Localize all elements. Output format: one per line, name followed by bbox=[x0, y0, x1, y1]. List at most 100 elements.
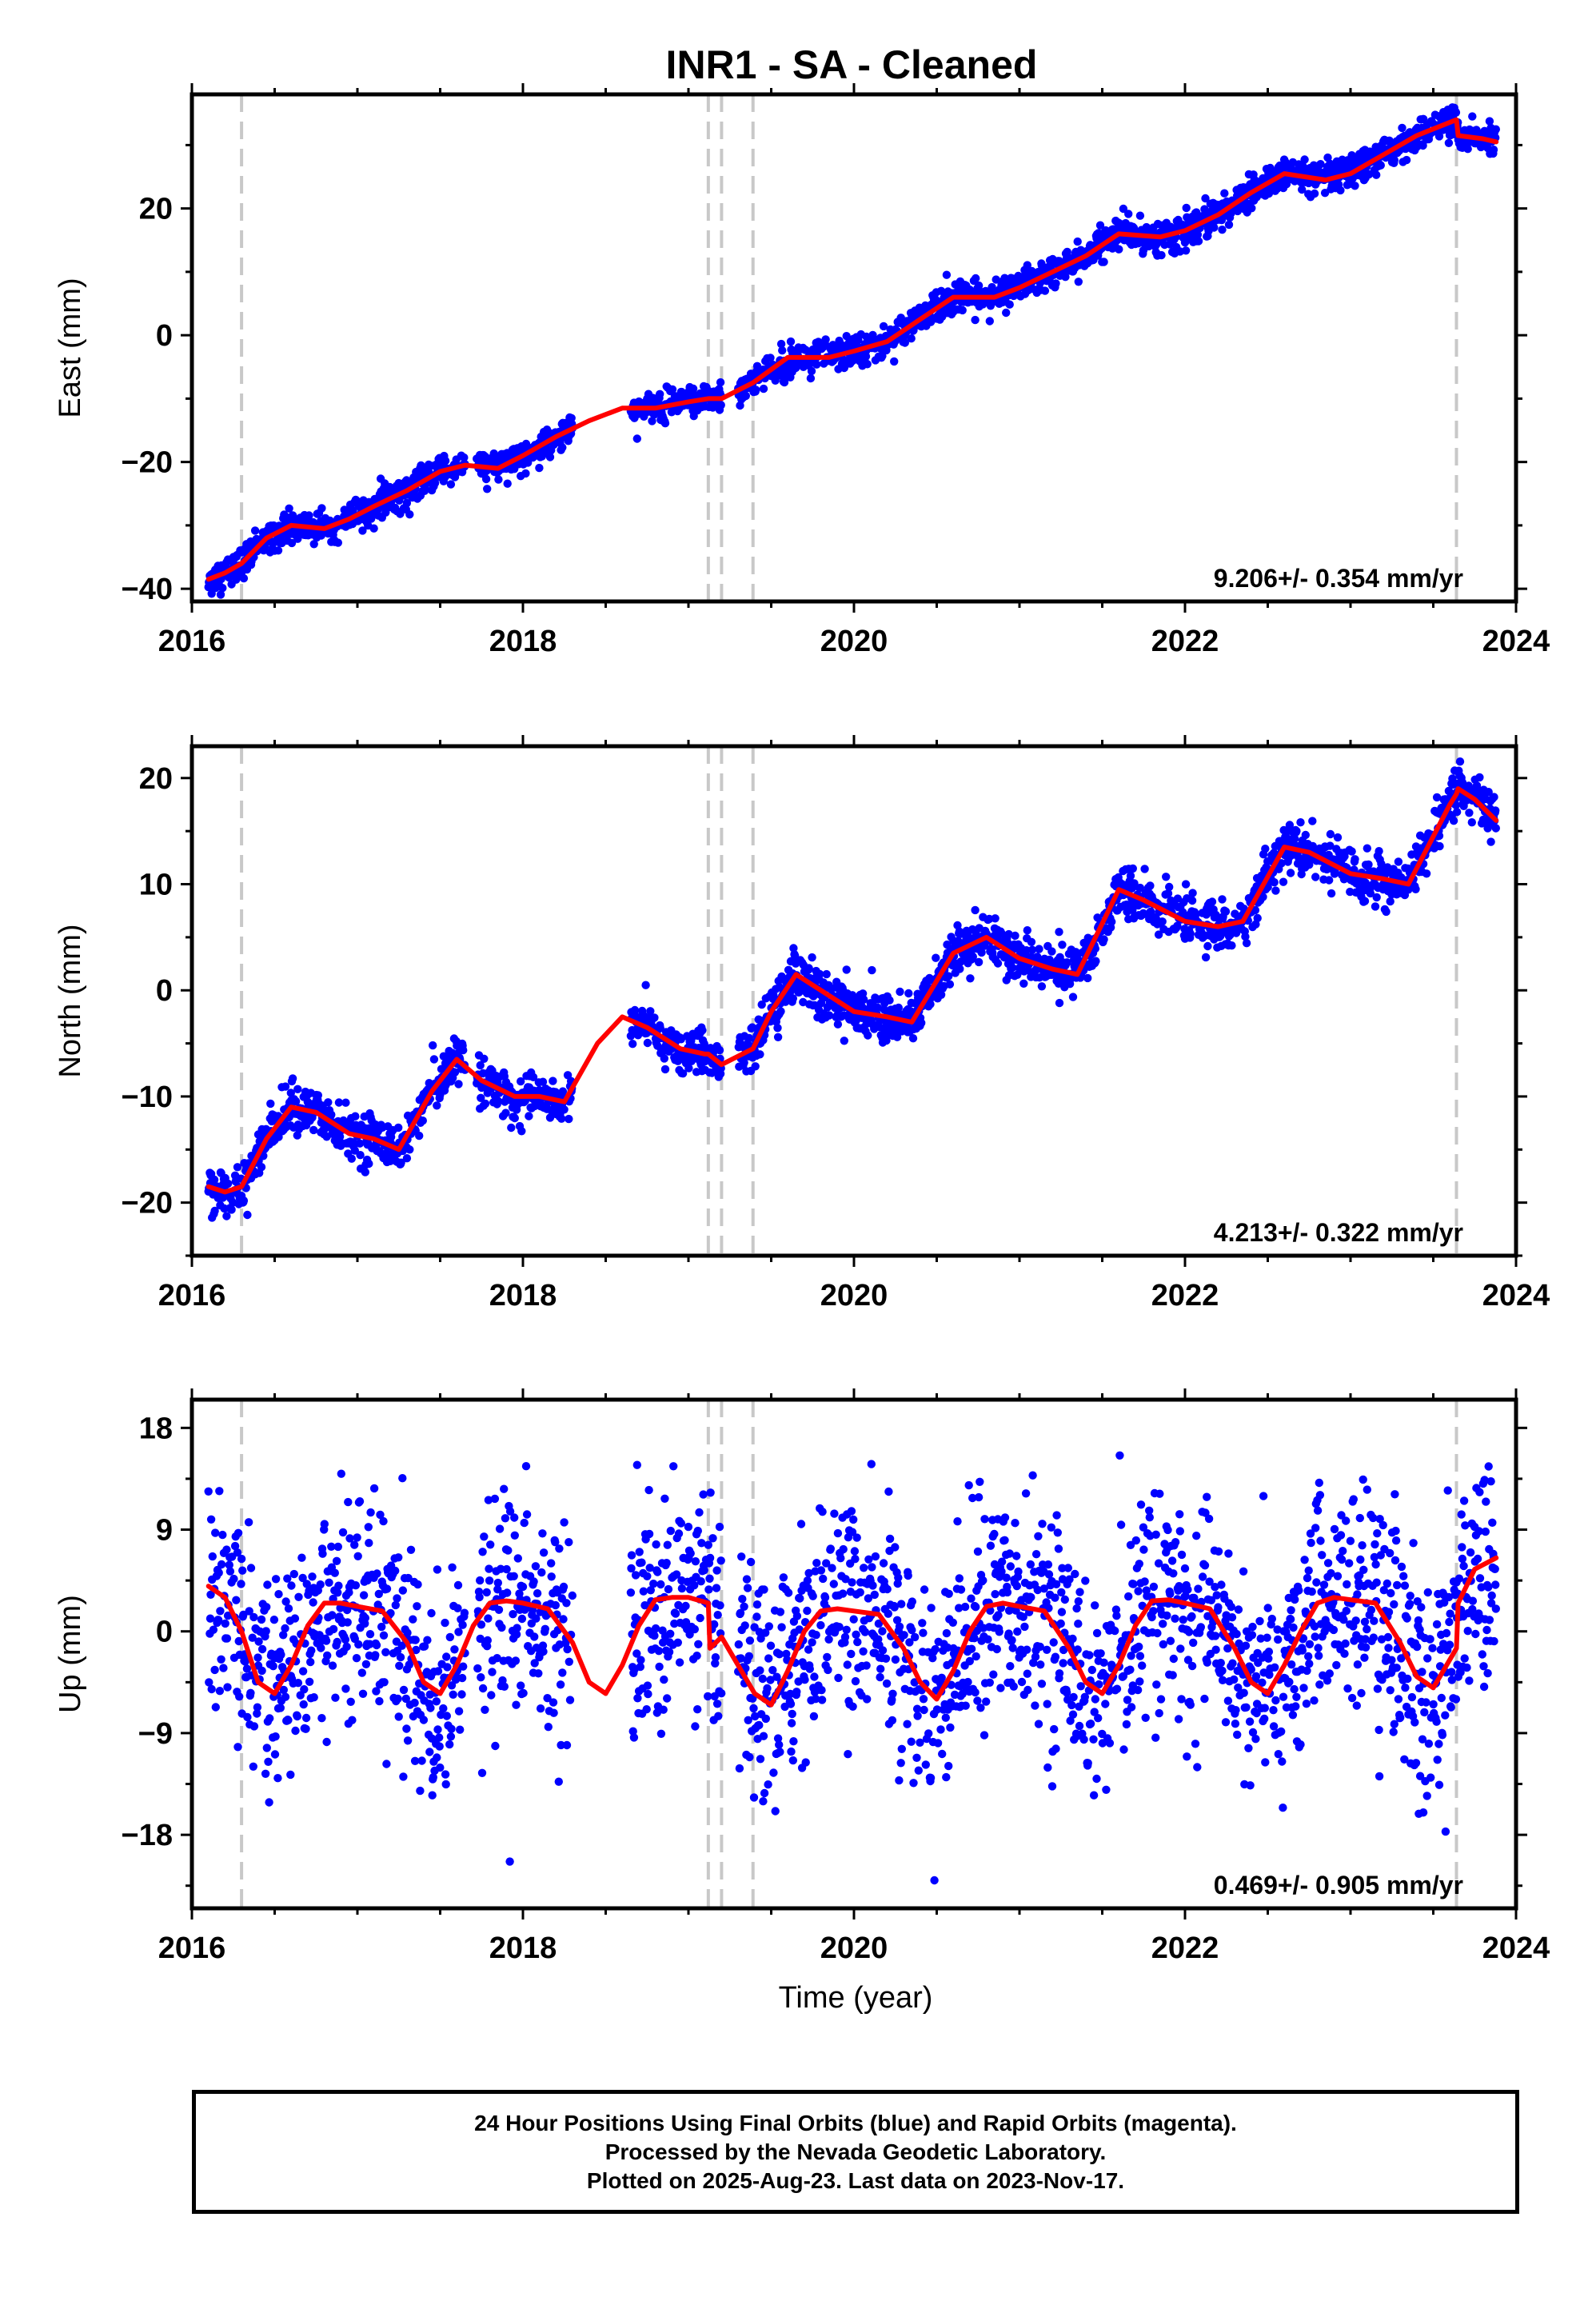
observation-point bbox=[480, 1532, 489, 1541]
observation-point bbox=[1333, 833, 1343, 842]
observation-point bbox=[447, 1681, 457, 1690]
observation-point bbox=[1007, 963, 1017, 973]
observation-point bbox=[206, 1515, 216, 1524]
observation-point bbox=[861, 352, 871, 361]
observation-point bbox=[271, 1575, 281, 1584]
observation-point bbox=[334, 1581, 343, 1590]
observation-point bbox=[807, 366, 816, 376]
observation-point bbox=[233, 1163, 242, 1172]
observation-point bbox=[477, 1093, 485, 1103]
observation-point bbox=[991, 914, 999, 923]
observation-point bbox=[549, 1077, 557, 1085]
observation-point bbox=[1193, 230, 1203, 239]
observation-point bbox=[237, 1554, 246, 1564]
observation-point bbox=[985, 317, 995, 326]
observation-point bbox=[210, 1665, 219, 1675]
observation-point bbox=[815, 969, 824, 979]
y-axis-label: North (mm) bbox=[54, 924, 87, 1077]
observation-point bbox=[428, 1791, 437, 1800]
observation-point bbox=[358, 1689, 368, 1698]
observation-point bbox=[795, 988, 804, 997]
observation-point bbox=[209, 1175, 219, 1184]
observation-point bbox=[219, 1664, 228, 1672]
observation-point bbox=[317, 1644, 325, 1652]
observation-point bbox=[560, 1105, 569, 1114]
observation-point bbox=[904, 989, 913, 998]
observation-point bbox=[756, 1050, 764, 1059]
observation-point bbox=[239, 1610, 248, 1620]
observation-point bbox=[1247, 204, 1256, 213]
observation-point bbox=[441, 1780, 450, 1789]
observation-point bbox=[379, 1516, 388, 1526]
observation-point bbox=[293, 1712, 301, 1721]
x-tick-label: 2020 bbox=[820, 1279, 888, 1312]
observation-point bbox=[879, 322, 888, 331]
observation-point bbox=[457, 1690, 466, 1699]
observation-point bbox=[1047, 947, 1056, 956]
observation-point bbox=[271, 1732, 280, 1741]
observation-point bbox=[892, 1033, 902, 1041]
observation-point bbox=[1382, 907, 1391, 917]
observation-point bbox=[1366, 889, 1375, 898]
observation-point bbox=[429, 1041, 437, 1050]
observation-point bbox=[1058, 941, 1067, 949]
observation-point bbox=[790, 951, 800, 961]
observation-point bbox=[361, 1660, 371, 1668]
observation-point bbox=[341, 1098, 350, 1107]
observation-point bbox=[281, 1624, 289, 1633]
observation-point bbox=[365, 1159, 373, 1168]
observation-point bbox=[478, 1548, 487, 1556]
observation-point bbox=[365, 1630, 375, 1639]
observation-point bbox=[412, 1645, 421, 1655]
observation-point bbox=[262, 1744, 271, 1752]
observation-point bbox=[301, 1724, 310, 1733]
observation-point bbox=[1068, 993, 1078, 1001]
observation-point bbox=[442, 1652, 451, 1661]
observation-point bbox=[776, 339, 786, 349]
observation-point bbox=[488, 1668, 497, 1676]
observation-point bbox=[494, 475, 503, 484]
observation-point bbox=[445, 1632, 454, 1642]
observation-point bbox=[971, 315, 980, 325]
observation-point bbox=[380, 1678, 389, 1687]
plot-area bbox=[204, 1400, 1501, 1908]
observation-point bbox=[1063, 958, 1071, 967]
observation-series bbox=[204, 757, 1501, 1222]
observation-point bbox=[372, 1687, 381, 1696]
y-tick-label: −20 bbox=[122, 1187, 173, 1220]
observation-point bbox=[493, 1654, 501, 1663]
observation-point bbox=[396, 1652, 405, 1662]
observation-point bbox=[413, 1602, 421, 1611]
observation-point bbox=[270, 1750, 280, 1759]
observation-point bbox=[992, 275, 1000, 284]
observation-point bbox=[276, 1704, 285, 1712]
observation-point bbox=[824, 1011, 834, 1020]
observation-point bbox=[391, 1600, 400, 1610]
observation-point bbox=[1435, 841, 1444, 851]
observation-point bbox=[344, 1497, 353, 1507]
observation-point bbox=[253, 1653, 262, 1662]
observation-point bbox=[328, 1661, 337, 1670]
observation-point bbox=[454, 1628, 463, 1636]
observation-point bbox=[1286, 869, 1295, 877]
y-tick-label: −40 bbox=[122, 573, 173, 606]
observation-point bbox=[288, 1074, 297, 1083]
observation-point bbox=[364, 1523, 373, 1532]
observation-point bbox=[222, 1212, 231, 1220]
observation-point bbox=[700, 1039, 708, 1049]
observation-point bbox=[917, 1018, 926, 1028]
observation-point bbox=[1182, 203, 1191, 213]
observation-point bbox=[660, 419, 670, 428]
observation-point bbox=[977, 948, 986, 957]
observation-point bbox=[307, 1646, 316, 1655]
observation-point bbox=[242, 1664, 252, 1673]
observation-point bbox=[442, 1712, 451, 1720]
x-tick-label: 2018 bbox=[489, 625, 557, 658]
observation-point bbox=[357, 1668, 366, 1677]
observation-point bbox=[208, 1552, 217, 1561]
observation-point bbox=[429, 1773, 437, 1782]
observation-point bbox=[284, 1716, 293, 1724]
observation-point bbox=[377, 1622, 386, 1632]
